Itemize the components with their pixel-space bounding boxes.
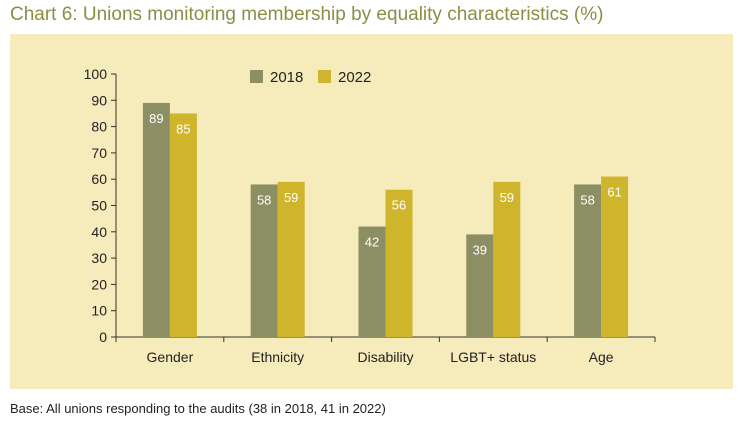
bar-2018	[358, 226, 386, 337]
x-tick-label: Gender	[147, 349, 194, 365]
bar-2022	[277, 181, 305, 337]
bar-2022	[601, 176, 629, 337]
data-label: 56	[392, 198, 406, 213]
y-tick-label: 80	[91, 119, 107, 135]
y-tick-label: 40	[91, 224, 107, 240]
legend-swatch	[250, 70, 263, 83]
data-label: 85	[176, 121, 190, 136]
y-tick-label: 60	[91, 171, 107, 187]
bar-2022	[493, 181, 521, 337]
y-tick-label: 0	[99, 329, 107, 345]
data-label: 59	[284, 190, 298, 205]
bar-2018	[466, 234, 494, 337]
y-tick-label: 100	[84, 66, 108, 82]
y-tick-label: 70	[91, 145, 107, 161]
x-tick-label: Age	[589, 349, 614, 365]
x-tick-label: Disability	[357, 349, 413, 365]
y-tick-label: 50	[91, 198, 107, 214]
x-tick-label: LGBT+ status	[450, 349, 536, 365]
data-label: 59	[500, 190, 514, 205]
data-label: 58	[257, 192, 271, 207]
legend-label: 2018	[270, 69, 303, 86]
x-tick-label: Ethnicity	[251, 349, 304, 365]
y-tick-label: 90	[91, 92, 107, 108]
data-label: 42	[365, 235, 379, 250]
base-note: Base: All unions responding to the audit…	[10, 401, 386, 416]
y-tick-label: 20	[91, 276, 107, 292]
data-label: 89	[149, 111, 163, 126]
bar-2022	[169, 113, 197, 337]
bar-2022	[385, 189, 413, 337]
legend: 2018 2022	[250, 69, 371, 86]
bars: 89 58 42 39 58 85 59 56 59 61	[142, 102, 629, 338]
bar-2018	[142, 102, 170, 338]
chart-title: Chart 6: Unions monitoring membership by…	[10, 4, 604, 25]
axes: 0 10 20 30 40 50 60 70 80 90 100 Gender Ethnicity Dis…	[84, 66, 656, 365]
legend-label: 2022	[338, 69, 371, 86]
bar-2018	[250, 184, 278, 337]
data-label: 61	[607, 185, 621, 200]
data-label: 58	[580, 192, 594, 207]
y-tick-label: 10	[91, 303, 107, 319]
legend-swatch	[318, 70, 331, 83]
data-label: 39	[473, 242, 487, 257]
y-tick-label: 30	[91, 250, 107, 266]
bar-2018	[574, 184, 602, 337]
